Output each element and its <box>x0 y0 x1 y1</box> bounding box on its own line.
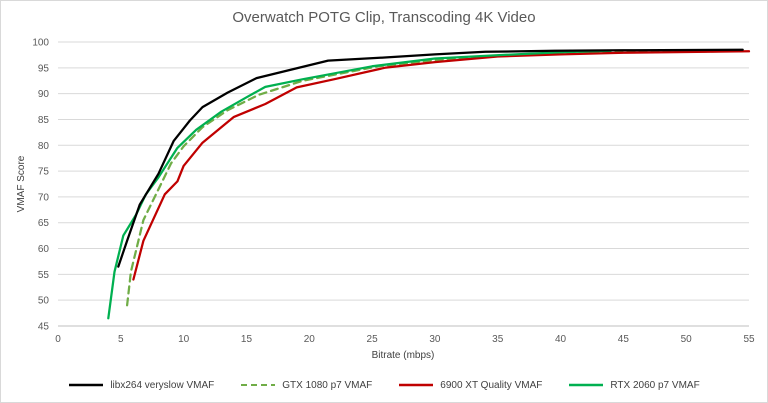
legend-swatch <box>399 383 434 387</box>
x-tick-label: 55 <box>743 334 755 345</box>
legend-item-rtx2060[interactable]: RTX 2060 p7 VMAF <box>568 379 700 391</box>
legend: libx264 veryslow VMAF GTX 1080 p7 VMAF 6… <box>0 376 768 394</box>
x-axis-title: Bitrate (mbps) <box>372 350 435 361</box>
legend-item-libx264[interactable]: libx264 veryslow VMAF <box>68 380 214 391</box>
legend-label: RTX 2060 p7 VMAF <box>610 379 700 391</box>
y-tick-label: 55 <box>38 270 50 281</box>
y-tick-label: 60 <box>38 244 50 255</box>
y-axis-title: VMAF Score <box>16 155 27 212</box>
gridlines <box>58 41 749 327</box>
x-tick-label: 40 <box>555 334 567 345</box>
y-tick-label: 95 <box>38 63 50 74</box>
x-tick-label: 50 <box>681 334 693 345</box>
legend-label: libx264 veryslow VMAF <box>110 379 215 391</box>
y-tick-label: 65 <box>38 218 50 229</box>
x-tick-label: 20 <box>304 334 316 345</box>
y-tick-label: 85 <box>38 115 50 126</box>
y-tick-label: 100 <box>32 38 49 49</box>
legend-label: GTX 1080 p7 VMAF <box>282 379 373 391</box>
legend-swatch <box>69 383 104 387</box>
x-tick-label: 25 <box>367 334 379 345</box>
y-tick-label: 75 <box>38 167 50 178</box>
legend-label: 6900 XT Quality VMAF <box>440 379 543 391</box>
legend-swatch <box>241 384 276 386</box>
x-tick-label: 15 <box>241 334 253 345</box>
x-tick-label: 45 <box>618 334 630 345</box>
series-line-1 <box>125 50 744 307</box>
y-tick-label: 90 <box>38 89 50 100</box>
series-line-2 <box>132 50 751 281</box>
y-tick-label: 80 <box>38 141 50 152</box>
tick-labels: 45 50 55 60 65 70 75 80 85 90 95 100 0 5 10 15 20 25 30 35 4… <box>32 38 755 346</box>
legend-item-gtx1080[interactable]: GTX 1080 p7 VMAF <box>240 380 372 391</box>
x-tick-label: 35 <box>492 334 504 345</box>
y-tick-label: 45 <box>38 322 50 333</box>
x-tick-label: 0 <box>55 334 61 345</box>
chart-title: Overwatch POTG Clip, Transcoding 4K Vide… <box>232 9 536 26</box>
x-tick-label: 30 <box>429 334 441 345</box>
series-line-3 <box>107 49 612 320</box>
series-lines <box>107 48 751 320</box>
legend-swatch <box>569 383 604 387</box>
x-tick-label: 10 <box>178 334 190 345</box>
y-tick-label: 50 <box>38 296 50 307</box>
x-tick-label: 5 <box>118 334 124 345</box>
y-tick-label: 70 <box>38 192 50 203</box>
series-line-0 <box>117 48 744 268</box>
legend-item-6900xt[interactable]: 6900 XT Quality VMAF <box>398 380 542 391</box>
